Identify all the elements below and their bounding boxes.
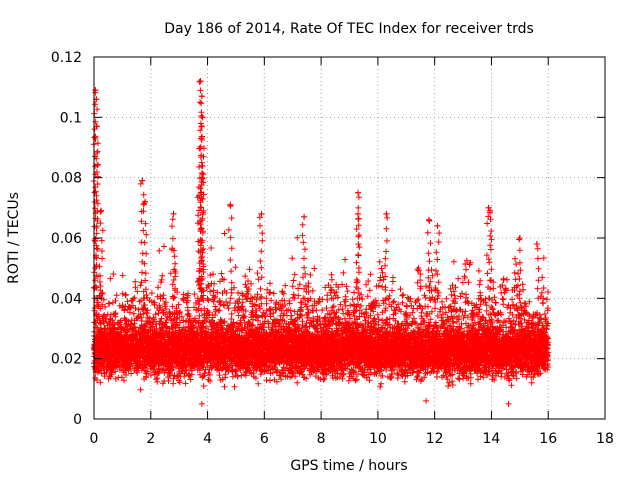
peak-point [142, 198, 149, 205]
peak-point [487, 207, 494, 214]
x-tick-label: 0 [90, 431, 99, 447]
peak-point [198, 135, 205, 142]
x-tick-label: 8 [317, 431, 326, 447]
peak-point [383, 210, 390, 217]
peak-point [93, 123, 100, 130]
y-tick-label: 0.08 [51, 171, 82, 187]
y-tick-label: 0.12 [51, 50, 82, 66]
peak-point [355, 210, 362, 217]
x-tick-label: 4 [203, 431, 212, 447]
chart-title: Day 186 of 2014, Rate Of TEC Index for r… [164, 21, 534, 37]
x-tick-label: 14 [483, 431, 501, 447]
peak-point [198, 174, 205, 181]
peak-point [227, 201, 234, 208]
y-axis-label: ROTI / TECUs [6, 192, 22, 284]
x-tick-label: 2 [146, 431, 155, 447]
peak-point [198, 93, 205, 100]
x-tick-label: 16 [539, 431, 557, 447]
x-axis-label: GPS time / hours [290, 458, 407, 474]
peak-point [425, 216, 432, 223]
peak-point [434, 222, 441, 229]
grid-lines [94, 57, 605, 419]
peak-point [92, 87, 99, 94]
x-tick-label: 18 [596, 431, 614, 447]
axis-ticks [93, 56, 606, 420]
peak-point [258, 210, 265, 217]
y-tick-label: 0.06 [51, 231, 82, 247]
peak-point [516, 235, 523, 241]
y-tick-label: 0 [73, 412, 82, 428]
peak-point [301, 213, 308, 220]
peak-point [98, 207, 105, 214]
tick-labels: 0 2 4 6 8 10 12 14 16 18 0 0.02 0.04 0.06 0.08 0.1 0.12 [51, 50, 614, 447]
peak-point [197, 78, 204, 85]
peak-point [485, 204, 492, 211]
peak-point [355, 189, 362, 196]
x-tick-label: 12 [426, 431, 444, 447]
peak-point [533, 241, 540, 248]
peak-point [199, 114, 206, 121]
x-tick-label: 6 [260, 431, 269, 447]
x-tick-label: 10 [369, 431, 387, 447]
peak-point [196, 192, 203, 199]
peak-point [170, 210, 177, 217]
y-tick-label: 0.1 [60, 110, 82, 126]
peak-point [139, 177, 146, 184]
y-tick-label: 0.04 [51, 291, 82, 307]
y-tick-label: 0.02 [51, 352, 82, 368]
